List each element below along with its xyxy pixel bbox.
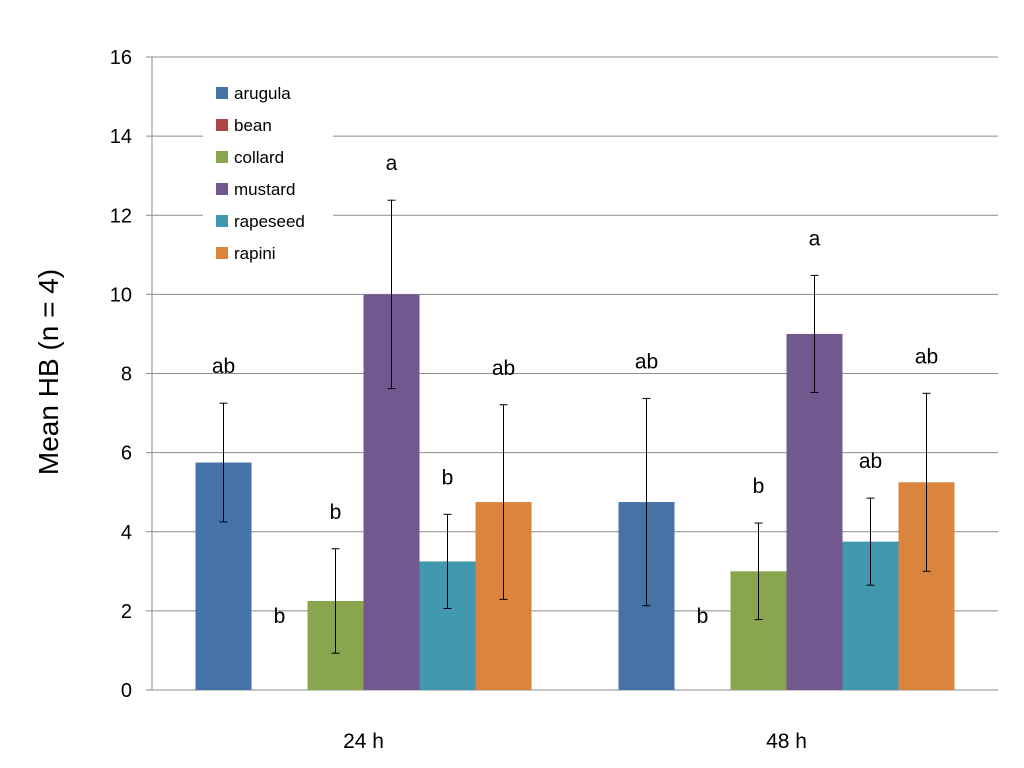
significance-letter: ab	[915, 345, 938, 368]
significance-letter: a	[809, 227, 821, 250]
error-bars	[219, 199, 931, 654]
y-tick-label: 16	[110, 47, 132, 69]
legend-swatch-rapeseed	[216, 215, 228, 227]
legend-swatch-mustard	[216, 183, 228, 195]
legend: arugula bean collard mustard rapeseed rapini	[203, 72, 333, 272]
legend-label-rapini: rapini	[234, 244, 276, 263]
y-tick-label: 10	[110, 284, 132, 306]
y-tick-label: 12	[110, 205, 132, 227]
y-tick-label: 0	[121, 680, 132, 702]
significance-letter: b	[442, 466, 454, 489]
legend-label-bean: bean	[234, 116, 272, 135]
y-tick-label: 8	[121, 364, 132, 386]
x-category-label: 24 h	[343, 730, 384, 753]
y-tick-label: 2	[121, 601, 132, 623]
y-tick-label: 14	[110, 126, 132, 148]
y-tick-label: 6	[121, 443, 132, 465]
legend-swatch-arugula	[216, 87, 228, 99]
legend-swatch-bean	[216, 119, 228, 131]
significance-letter: b	[330, 501, 342, 524]
axes: 0 2 4 6 8 10 12 14 16 24 h 48 h	[110, 47, 998, 753]
legend-label-rapeseed: rapeseed	[234, 212, 305, 231]
significance-letter: ab	[212, 355, 235, 378]
significance-letter: ab	[492, 357, 515, 380]
legend-background	[203, 72, 333, 272]
significance-letter: ab	[859, 450, 882, 473]
legend-swatch-rapini	[216, 247, 228, 259]
bar-mustard	[786, 333, 843, 690]
legend-label-mustard: mustard	[234, 180, 295, 199]
y-tick-label: 4	[121, 522, 132, 544]
significance-letter: b	[697, 605, 709, 628]
significance-letter: a	[386, 152, 398, 175]
significance-letter: ab	[635, 350, 658, 373]
legend-swatch-collard	[216, 151, 228, 163]
significance-letter: b	[753, 475, 765, 498]
legend-label-collard: collard	[234, 148, 284, 167]
x-category-label: 48 h	[766, 730, 807, 753]
significance-letter: b	[274, 605, 286, 628]
y-axis-label: Mean HB (n = 4)	[33, 269, 64, 475]
bars	[195, 294, 955, 690]
legend-label-arugula: arugula	[234, 84, 291, 103]
